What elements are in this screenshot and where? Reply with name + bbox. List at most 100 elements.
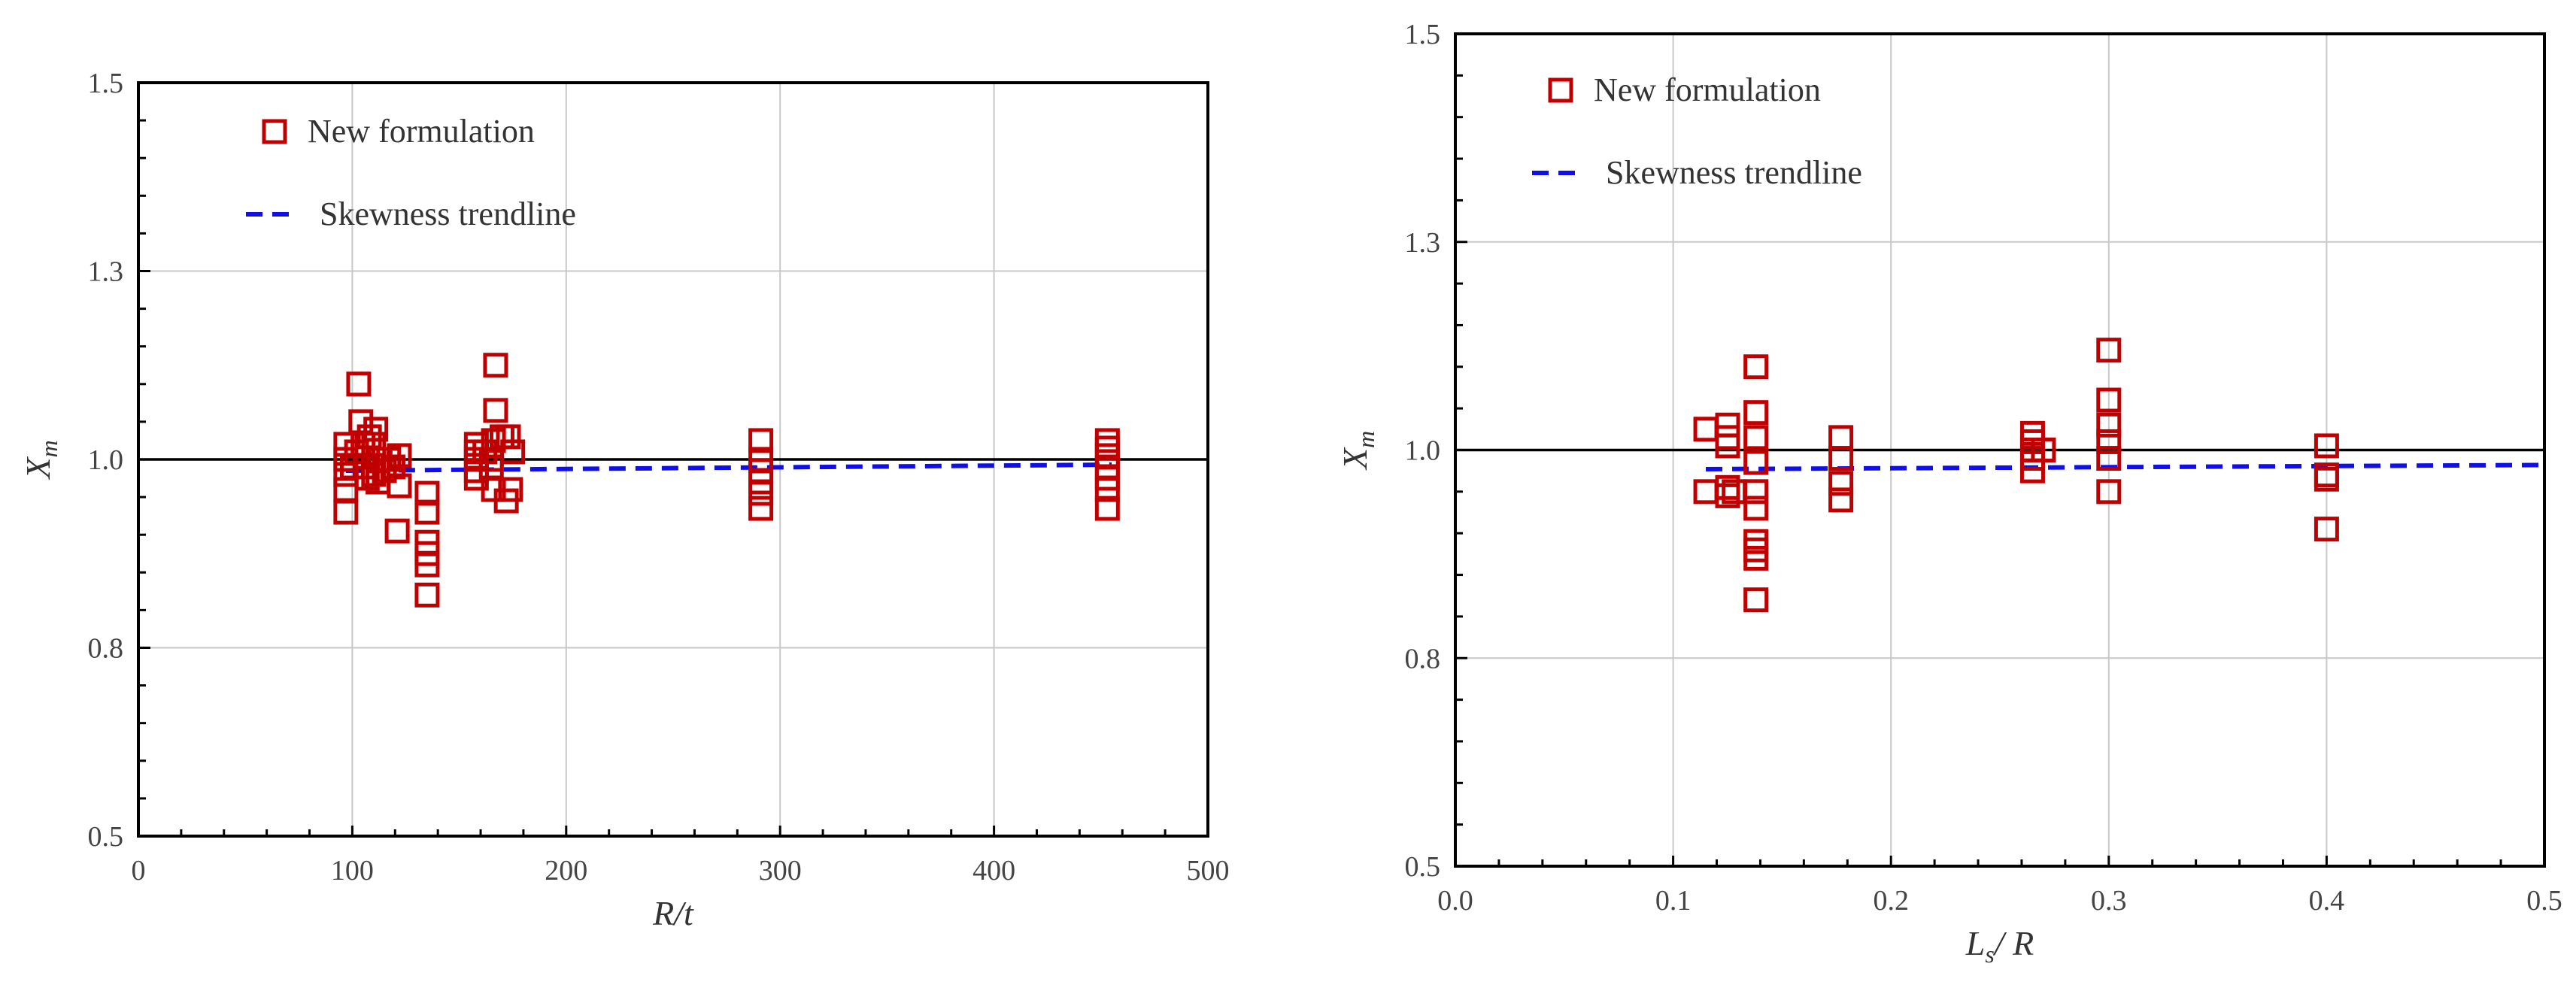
data-point [2314,466,2339,492]
data-point [1743,495,1769,521]
y-tick-label: 0.5 [88,821,124,853]
x-axis-label-slash: / [672,894,687,932]
data-point [1743,545,1769,571]
legend-label-trend: Skewness trendline [320,195,576,232]
data-point [414,480,440,506]
x-axis-label-tail: / R [1992,924,2034,962]
data-point [2096,429,2122,454]
data-point [2096,446,2122,471]
x-tick-label: 0.0 [1437,885,1473,917]
data-point [414,499,440,525]
y-tick-label: 0.8 [88,633,124,665]
data-point [2314,517,2339,542]
y-tick-label: 1.5 [88,68,124,99]
data-point [483,398,508,423]
y-tick-label: 1.0 [88,444,124,476]
y-tick-label: 0.5 [1405,851,1441,883]
legend-label-marker: New formulation [1594,71,1821,108]
legend-marker [262,119,287,144]
data-point [1828,425,1854,450]
x-tick-label: 100 [331,855,374,886]
data-point [1743,537,1769,562]
data-point [384,518,410,544]
data-point [1094,477,1120,502]
data-point [498,477,523,502]
data-point [1743,354,1769,380]
x-tick-label: 0.2 [1873,885,1909,917]
data-point [2096,387,2122,413]
chart-left: 0 100 200 300 400 500 0.5 0.8 1.0 1.3 1.5 R/t Xm New … [19,68,1230,932]
legend-label-trend: Skewness trendline [1606,154,1862,191]
data-point [1715,412,1740,438]
data-point [333,499,359,525]
data-point [748,480,774,506]
x-tick-label: 0.5 [2526,885,2562,917]
data-point [1828,487,1854,513]
data-point [1743,450,1769,475]
y-axis-label-sub: m [35,440,62,457]
data-point [1715,433,1740,459]
x-tick-label: 0.3 [2091,885,2127,917]
data-point [2031,438,2056,462]
x-axis-label: Ls/ R [1965,924,2034,968]
data-point [483,353,508,378]
data-point [1743,587,1769,613]
x-tick-label: 500 [1187,855,1230,886]
x-tick-label: 400 [972,855,1015,886]
data-point [2096,338,2122,363]
trendline [345,462,1112,474]
x-axis-label-sub: s [1985,941,1994,968]
data-point [1693,417,1719,442]
data-point [2019,458,2045,483]
data-point [1715,474,1740,500]
data-point [1743,400,1769,426]
y-tick-label: 1.3 [1405,227,1441,259]
data-point [1693,479,1719,505]
legend-marker [1548,77,1573,103]
x-axis-label: R/t [652,894,694,932]
data-point [363,417,389,442]
y-axis-label: Xm [19,440,62,480]
data-point [361,432,387,457]
data-point [1743,479,1769,505]
data-point [2096,412,2122,438]
data-point [1743,425,1769,450]
data-point [348,409,374,435]
data-point [387,473,412,499]
y-axis-label: Xm [1336,431,1379,471]
data-point [414,552,440,577]
x-axis-label-main: R [652,894,674,932]
y-tick-label: 1.0 [1405,435,1441,467]
x-tick-label: 200 [545,855,587,886]
data-point [1828,446,1854,471]
data-point [414,582,440,608]
x-axis-label-sub: t [684,894,694,932]
data-point [496,424,521,450]
y-tick-label: 0.8 [1405,643,1441,674]
data-point [1828,471,1854,496]
data-point [500,439,526,465]
data-point [1094,428,1120,453]
data-point [387,443,412,468]
y-tick-label: 1.3 [88,256,124,288]
y-axis-label-main: X [1336,447,1374,471]
data-point [2314,433,2339,459]
data-point [333,477,359,502]
x-tick-label: 0.1 [1655,885,1692,917]
legend-label-marker: New formulation [308,113,535,150]
data-point [1715,425,1740,450]
x-axis-label-main: L [1965,924,1986,962]
data-point [748,495,774,521]
data-point [346,371,372,397]
y-axis-label-sub: m [1352,431,1379,448]
data-point [2096,479,2122,505]
x-tick-label: 0.4 [2309,885,2345,917]
data-point [748,428,774,453]
y-tick-label: 1.5 [1405,19,1441,50]
x-tick-label: 0 [132,855,146,886]
x-tick-label: 300 [759,855,802,886]
data-point [1094,495,1120,521]
chart-right: 0.0 0.1 0.2 0.3 0.4 0.5 0.5 0.8 1.0 1.3 1.5 Ls/ R Xm… [1336,19,2562,968]
y-axis-label-main: X [19,456,57,480]
